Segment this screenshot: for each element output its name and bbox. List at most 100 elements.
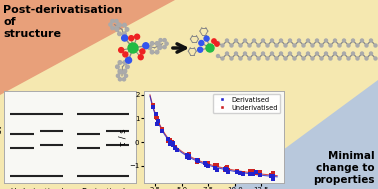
Point	[253, 170, 259, 174]
Circle shape	[111, 19, 114, 23]
Circle shape	[165, 42, 168, 45]
Circle shape	[155, 50, 159, 54]
Point	[223, 167, 229, 170]
Circle shape	[338, 57, 341, 60]
Point	[184, 154, 190, 157]
Point	[165, 138, 171, 141]
Circle shape	[199, 40, 204, 46]
Circle shape	[116, 65, 119, 69]
Point	[186, 156, 192, 159]
Circle shape	[279, 39, 282, 42]
Point	[202, 162, 208, 165]
Circle shape	[320, 57, 323, 60]
Circle shape	[122, 71, 125, 74]
Point	[250, 172, 256, 175]
Point	[172, 145, 178, 148]
Point	[167, 143, 173, 146]
Point	[167, 140, 173, 143]
Circle shape	[115, 26, 118, 30]
Circle shape	[125, 57, 132, 63]
Point	[155, 120, 161, 123]
Circle shape	[118, 69, 122, 73]
Circle shape	[212, 39, 216, 43]
Circle shape	[125, 28, 129, 31]
Point	[270, 173, 276, 176]
Point	[222, 168, 228, 171]
Circle shape	[221, 57, 224, 60]
Point	[234, 171, 240, 174]
Circle shape	[123, 52, 128, 57]
Circle shape	[128, 43, 138, 53]
Circle shape	[352, 39, 355, 42]
Circle shape	[239, 57, 242, 60]
Circle shape	[122, 78, 125, 81]
Circle shape	[316, 39, 319, 42]
Circle shape	[117, 23, 120, 26]
Circle shape	[253, 39, 256, 42]
Point	[247, 173, 253, 176]
Circle shape	[356, 44, 359, 47]
Circle shape	[230, 57, 233, 60]
Point	[203, 163, 209, 166]
Circle shape	[234, 39, 237, 42]
Point	[194, 159, 200, 162]
Point	[240, 172, 246, 175]
Point	[237, 171, 243, 174]
Point	[225, 171, 231, 174]
Circle shape	[140, 49, 145, 54]
Circle shape	[338, 44, 341, 47]
Circle shape	[198, 47, 203, 52]
Circle shape	[316, 52, 319, 55]
Circle shape	[118, 23, 121, 27]
Polygon shape	[230, 80, 378, 189]
Point	[212, 163, 218, 166]
Circle shape	[109, 23, 112, 26]
Point	[174, 149, 180, 152]
Circle shape	[116, 74, 119, 77]
Circle shape	[111, 26, 114, 30]
Circle shape	[347, 44, 350, 47]
Circle shape	[347, 57, 350, 60]
Point	[214, 163, 220, 167]
Circle shape	[221, 44, 224, 47]
Circle shape	[342, 52, 345, 55]
Circle shape	[243, 39, 246, 42]
Point	[170, 143, 176, 146]
Circle shape	[125, 65, 129, 69]
Circle shape	[374, 57, 377, 60]
Text: Underivatised: Underivatised	[10, 188, 64, 189]
Circle shape	[206, 44, 214, 52]
Text: Minimal
change to
properties: Minimal change to properties	[313, 151, 375, 185]
Circle shape	[365, 44, 368, 47]
Circle shape	[217, 42, 220, 44]
Point	[270, 178, 276, 181]
Circle shape	[148, 46, 151, 50]
Circle shape	[370, 39, 372, 42]
Circle shape	[311, 57, 314, 60]
Point	[186, 154, 192, 157]
Point	[224, 169, 230, 172]
Point	[150, 104, 156, 107]
Point	[174, 148, 180, 151]
Circle shape	[361, 52, 364, 55]
Circle shape	[215, 42, 219, 46]
Circle shape	[361, 39, 364, 42]
Point	[205, 164, 211, 167]
Point	[247, 170, 253, 173]
Circle shape	[239, 44, 242, 47]
Circle shape	[115, 28, 119, 31]
Point	[153, 115, 159, 119]
Circle shape	[163, 39, 166, 42]
Circle shape	[119, 48, 124, 53]
Circle shape	[159, 39, 162, 42]
Circle shape	[365, 57, 368, 60]
Circle shape	[266, 57, 269, 60]
Circle shape	[118, 61, 122, 64]
Circle shape	[230, 44, 233, 47]
Circle shape	[226, 39, 228, 42]
Point	[170, 142, 177, 145]
Point	[184, 155, 190, 158]
Point	[223, 168, 229, 171]
Circle shape	[275, 44, 278, 47]
Circle shape	[275, 57, 278, 60]
